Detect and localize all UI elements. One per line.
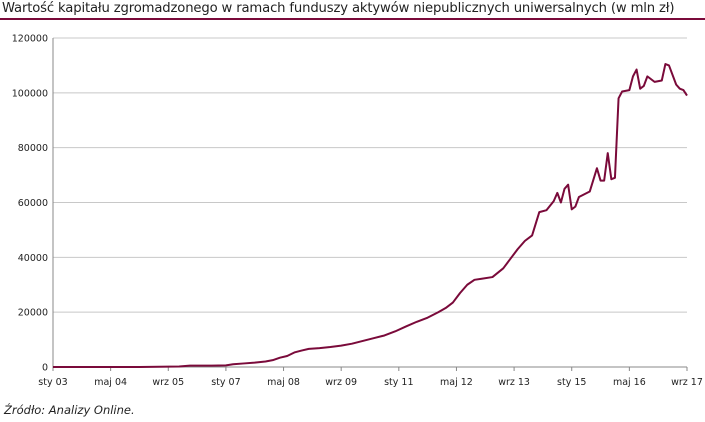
source-note: Źródło: Analizy Online. [4,403,135,417]
x-tick-label: sty 15 [557,377,586,388]
x-tick-label: sty 11 [384,377,413,388]
grid-layer [53,37,687,313]
chart-title: Wartość kapitału zgromadzonego w ramach … [2,1,675,16]
y-tick-label: 120000 [12,34,48,45]
x-tick-label: sty 03 [38,377,67,388]
y-tick-label: 60000 [18,198,48,209]
y-tick-label: 0 [42,363,48,374]
x-tick-label: maj 16 [613,377,646,388]
x-tick-label: maj 04 [94,377,127,388]
x-tick-label: maj 08 [267,377,300,388]
y-tick-label: 100000 [12,88,48,99]
x-tick-label: wrz 13 [498,377,530,388]
x-tick-label: maj 12 [440,377,473,388]
axis-layer: 0 20000 40000 60000 80000 100000 120000 sty 03 m… [12,34,703,389]
x-tick-label: wrz 05 [152,377,184,388]
x-tick-label: wrz 09 [325,377,357,388]
y-tick-label: 40000 [18,253,48,264]
title-bar: Wartość kapitału zgromadzonego w ramach … [0,0,705,20]
y-tick-label: 20000 [18,308,48,319]
y-tick-label: 80000 [18,143,48,154]
x-tick-label: sty 07 [211,377,240,388]
series-line [53,63,688,368]
series-layer [53,63,688,368]
x-tick-label: wrz 17 [671,377,703,388]
